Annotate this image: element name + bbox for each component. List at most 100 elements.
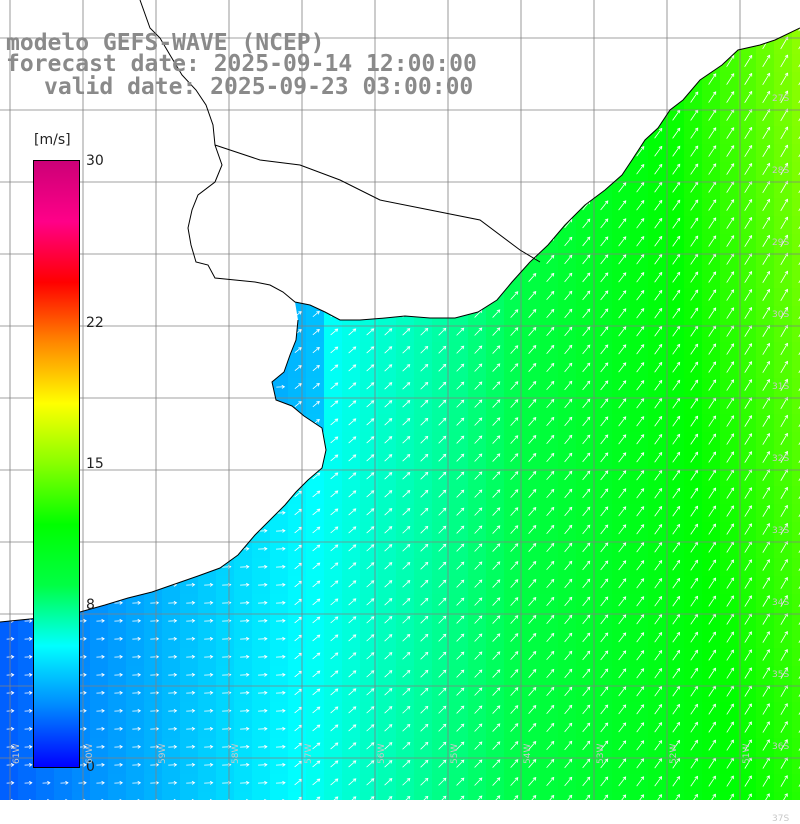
wind-cell	[792, 414, 800, 432]
wind-cell	[432, 792, 450, 800]
wind-cell	[504, 792, 522, 800]
wind-cell	[180, 792, 198, 800]
wind-cell	[792, 666, 800, 684]
wind-cell	[792, 558, 800, 576]
wind-cell	[306, 792, 324, 800]
wind-cell	[792, 198, 800, 216]
wind-cell	[594, 792, 612, 800]
wind-cell	[90, 792, 108, 800]
wind-cell	[774, 792, 792, 800]
longitude-label: 60W	[85, 744, 95, 764]
wind-cell	[126, 792, 144, 800]
latitude-label: 36S	[772, 742, 789, 752]
wind-cell	[792, 288, 800, 306]
wind-cell	[54, 792, 72, 800]
wind-cell	[792, 270, 800, 288]
valid-date-label: valid date: 2025-09-23 03:00:00	[44, 75, 473, 99]
wind-cell	[792, 144, 800, 162]
longitude-label: 58W	[231, 744, 241, 764]
longitude-label: 51W	[742, 744, 752, 764]
wind-cell	[792, 540, 800, 558]
wind-cell	[792, 180, 800, 198]
wind-cell	[522, 792, 540, 800]
longitude-label: 59W	[158, 744, 168, 764]
wind-cell	[792, 504, 800, 522]
wind-cell	[792, 648, 800, 666]
colorbar-tick-label: 15	[86, 456, 104, 472]
wind-cell	[216, 792, 234, 800]
wind-cell	[0, 792, 18, 800]
longitude-label: 56W	[377, 744, 387, 764]
wind-cell	[342, 792, 360, 800]
wind-cell	[792, 486, 800, 504]
latitude-label: 35S	[772, 670, 789, 680]
wind-cell	[792, 162, 800, 180]
wind-cell	[792, 792, 800, 800]
wind-cell	[252, 792, 270, 800]
wind-cell	[666, 792, 684, 800]
wind-cell	[792, 720, 800, 738]
wind-cell	[792, 252, 800, 270]
wind-cell	[270, 792, 288, 800]
wind-cell	[738, 792, 756, 800]
wind-cell	[792, 36, 800, 54]
wind-cell	[792, 216, 800, 234]
wind-cell	[792, 774, 800, 792]
latitude-label: 27S	[772, 94, 789, 104]
wind-cell	[468, 792, 486, 800]
wind-cell	[792, 396, 800, 414]
wind-cell	[792, 54, 800, 72]
wind-cell	[792, 468, 800, 486]
wind-cell	[558, 792, 576, 800]
wind-cell	[144, 792, 162, 800]
wind-cell	[792, 756, 800, 774]
wind-map-figure: modelo GEFS-WAVE (NCEP) forecast date: 2…	[0, 0, 800, 800]
wind-cell	[630, 792, 648, 800]
wind-cell	[72, 792, 90, 800]
latitude-label: 34S	[772, 598, 789, 608]
wind-cell	[108, 792, 126, 800]
wind-cell	[792, 108, 800, 126]
wind-cell	[396, 792, 414, 800]
wind-cell	[792, 90, 800, 108]
latitude-label: 33S	[772, 526, 789, 536]
wind-cell	[36, 792, 54, 800]
latitude-label: 29S	[772, 238, 789, 248]
wind-cell	[792, 324, 800, 342]
latitude-label: 28S	[772, 166, 789, 176]
forecast-date-label: forecast date: 2025-09-14 12:00:00	[6, 52, 477, 76]
wind-cell	[18, 792, 36, 800]
wind-cell	[756, 792, 774, 800]
wind-cell	[486, 792, 504, 800]
longitude-label: 54W	[523, 744, 533, 764]
wind-cell	[792, 612, 800, 630]
wind-cell	[792, 522, 800, 540]
longitude-label: 61W	[12, 744, 22, 764]
wind-cell	[720, 792, 738, 800]
wind-cell	[450, 792, 468, 800]
colorbar-tick-label: 8	[86, 597, 95, 613]
wind-cell	[792, 342, 800, 360]
longitude-label: 55W	[450, 744, 460, 764]
latitude-label: 31S	[772, 382, 789, 392]
wind-cell	[792, 378, 800, 396]
longitude-label: 53W	[596, 744, 606, 764]
colorbar	[33, 160, 80, 768]
wind-cell	[792, 126, 800, 144]
wind-cell	[612, 792, 630, 800]
wind-cell	[792, 702, 800, 720]
wind-cell	[792, 360, 800, 378]
colorbar-tick-label: 30	[86, 153, 104, 169]
wind-cell	[792, 630, 800, 648]
wind-cell	[702, 792, 720, 800]
wind-cell	[792, 450, 800, 468]
wind-cell	[792, 594, 800, 612]
wind-cell	[792, 306, 800, 324]
wind-field-map	[0, 0, 800, 800]
latitude-label: 32S	[772, 454, 789, 464]
latitude-label: 37S	[772, 814, 789, 824]
wind-cell	[234, 792, 252, 800]
latitude-label: 30S	[772, 310, 789, 320]
wind-cell	[792, 432, 800, 450]
colorbar-tick-label: 22	[86, 315, 104, 331]
